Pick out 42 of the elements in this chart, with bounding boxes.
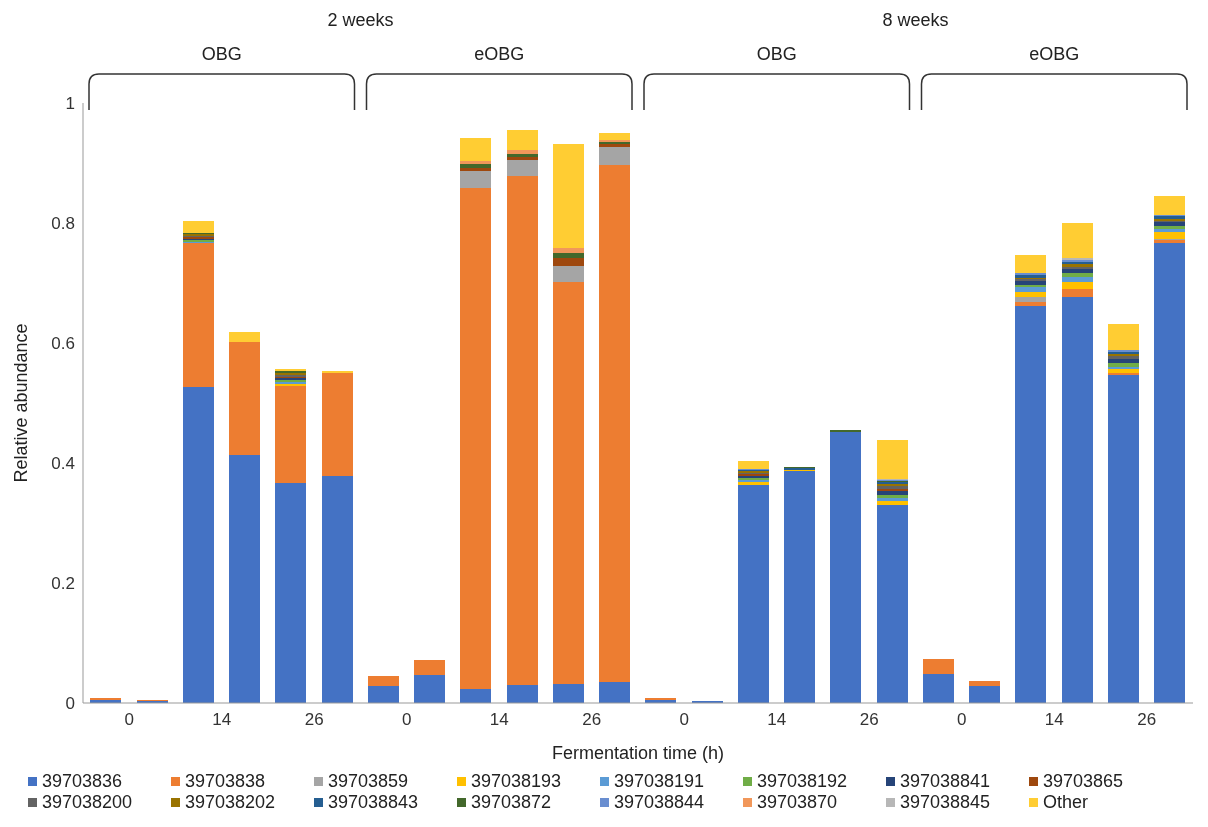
text: 8 weeks: [882, 10, 949, 30]
x-tick-label: 26: [1137, 710, 1157, 729]
text: OBG: [756, 44, 797, 64]
x-tick-label: 14: [1044, 710, 1064, 729]
x-tick-label: 14: [767, 710, 787, 729]
x-tick-label: 14: [212, 710, 232, 729]
y-tick-label: 0.8: [51, 214, 75, 234]
y-tick-label: 1: [65, 94, 75, 114]
legend-label: 39703838: [185, 771, 266, 791]
legend-label: 397038191: [614, 771, 705, 791]
y-tick-label: 0: [65, 694, 75, 714]
x-tick-label: 26: [304, 710, 324, 729]
text: 2 weeks: [327, 10, 394, 30]
legend-label: 39703859: [328, 771, 409, 791]
x-tick-label: 14: [489, 710, 509, 729]
x-tick-label: 0: [402, 710, 412, 729]
y-tick-label: 0.4: [51, 454, 75, 474]
legend-label: 397038200: [42, 792, 133, 812]
legend-label: 397038845: [900, 792, 991, 812]
legend-label: 397038202: [185, 792, 276, 812]
text: OBG: [201, 44, 242, 64]
text: eOBG: [1029, 44, 1080, 64]
legend-label: 397038841: [900, 771, 991, 791]
legend-label: 39703872: [471, 792, 552, 812]
y-tick-label: 0.6: [51, 334, 75, 354]
legend-label: Other: [1043, 792, 1089, 812]
legend-label: 397038843: [328, 792, 419, 812]
legend-label: 39703865: [1043, 771, 1124, 791]
y-axis-title: Relative abundance: [11, 323, 32, 483]
text: eOBG: [474, 44, 525, 64]
y-tick-label: 0.2: [51, 574, 75, 594]
legend-label: 397038844: [614, 792, 705, 812]
x-tick-label: 26: [582, 710, 602, 729]
x-tick-label: 26: [859, 710, 879, 729]
x-tick-label: 0: [957, 710, 967, 729]
x-tick-label: 0: [679, 710, 689, 729]
x-axis-title: Fermentation time (h): [551, 743, 725, 763]
legend-label: 397038192: [757, 771, 848, 791]
legend-label: 397038193: [471, 771, 562, 791]
legend-label: 39703836: [42, 771, 123, 791]
legend-label: 39703870: [757, 792, 838, 812]
x-tick-label: 0: [124, 710, 134, 729]
